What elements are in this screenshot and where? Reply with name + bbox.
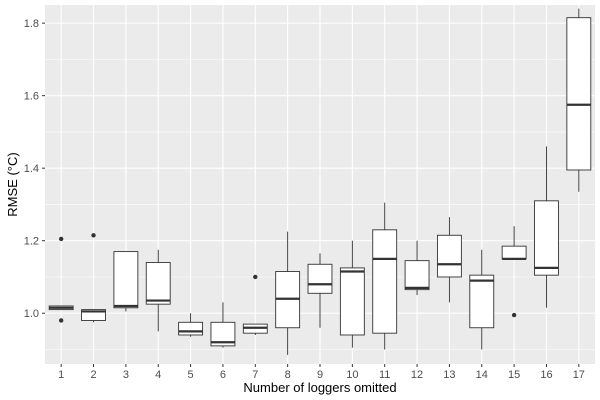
iqr-box <box>81 309 106 321</box>
x-tick-label: 13 <box>443 369 455 381</box>
iqr-box <box>113 251 139 309</box>
x-tick-label: 16 <box>540 369 552 381</box>
box-6 <box>210 302 236 348</box>
x-tick-label: 3 <box>123 369 129 381</box>
outlier-point <box>58 236 64 242</box>
iqr-box <box>372 229 398 334</box>
iqr-box <box>145 262 171 305</box>
y-tick-label: 1.4 <box>24 163 39 175</box>
outlier-point <box>58 318 64 323</box>
x-tick-label: 1 <box>58 369 64 381</box>
y-tick-label: 1.0 <box>24 308 39 320</box>
box-15 <box>501 226 527 318</box>
box-10 <box>339 240 365 348</box>
iqr-box <box>566 17 592 171</box>
iqr-box <box>178 321 204 336</box>
y-tick-label: 1.6 <box>24 91 39 103</box>
box-1 <box>48 236 74 323</box>
x-axis-title: Number of loggers omitted <box>243 380 396 395</box>
box-3 <box>113 251 139 312</box>
x-tick-label: 11 <box>379 369 390 381</box>
box-17 <box>566 8 592 192</box>
outlier-point <box>253 274 258 280</box>
iqr-box <box>307 263 333 294</box>
x-tick-label: 12 <box>411 369 423 381</box>
outlier-point <box>511 312 517 318</box>
y-tick-label: 1.8 <box>24 18 39 30</box>
box-12 <box>404 240 430 296</box>
iqr-box <box>404 260 430 291</box>
box-14 <box>469 249 495 350</box>
x-tick-label: 15 <box>508 369 520 381</box>
x-tick-label: 4 <box>155 369 161 381</box>
box-8 <box>275 231 301 355</box>
iqr-box <box>210 321 236 347</box>
box-2 <box>81 233 106 323</box>
x-tick-label: 2 <box>90 369 96 381</box>
x-tick-label: 7 <box>252 369 258 381</box>
iqr-box <box>469 274 495 329</box>
y-axis-title: RMSE (°C) <box>5 152 20 216</box>
box-4 <box>145 249 171 332</box>
x-tick-label: 14 <box>476 369 488 381</box>
x-tick-label: 6 <box>220 369 226 381</box>
axes: 1.01.21.41.61.81 2 3 4 5 6 7 8 9 10 11 12 13 14 15 16 17 <box>24 18 585 381</box>
box-7 <box>242 274 268 335</box>
x-tick-label: 9 <box>317 369 323 381</box>
box-11 <box>372 202 398 350</box>
iqr-box <box>501 245 527 260</box>
box-16 <box>534 146 559 308</box>
outlier-point <box>91 233 96 238</box>
x-tick-label: 8 <box>285 369 291 381</box>
x-tick-label: 17 <box>573 369 585 381</box>
iqr-box <box>436 234 462 278</box>
x-tick-label: 5 <box>188 369 194 381</box>
box-13 <box>436 217 462 303</box>
y-tick-label: 1.2 <box>24 236 39 248</box>
box-9 <box>307 253 333 328</box>
iqr-box <box>534 200 559 276</box>
boxes <box>48 8 592 355</box>
x-tick-label: 10 <box>346 369 358 381</box>
box-5 <box>178 313 204 337</box>
iqr-box <box>339 267 365 336</box>
